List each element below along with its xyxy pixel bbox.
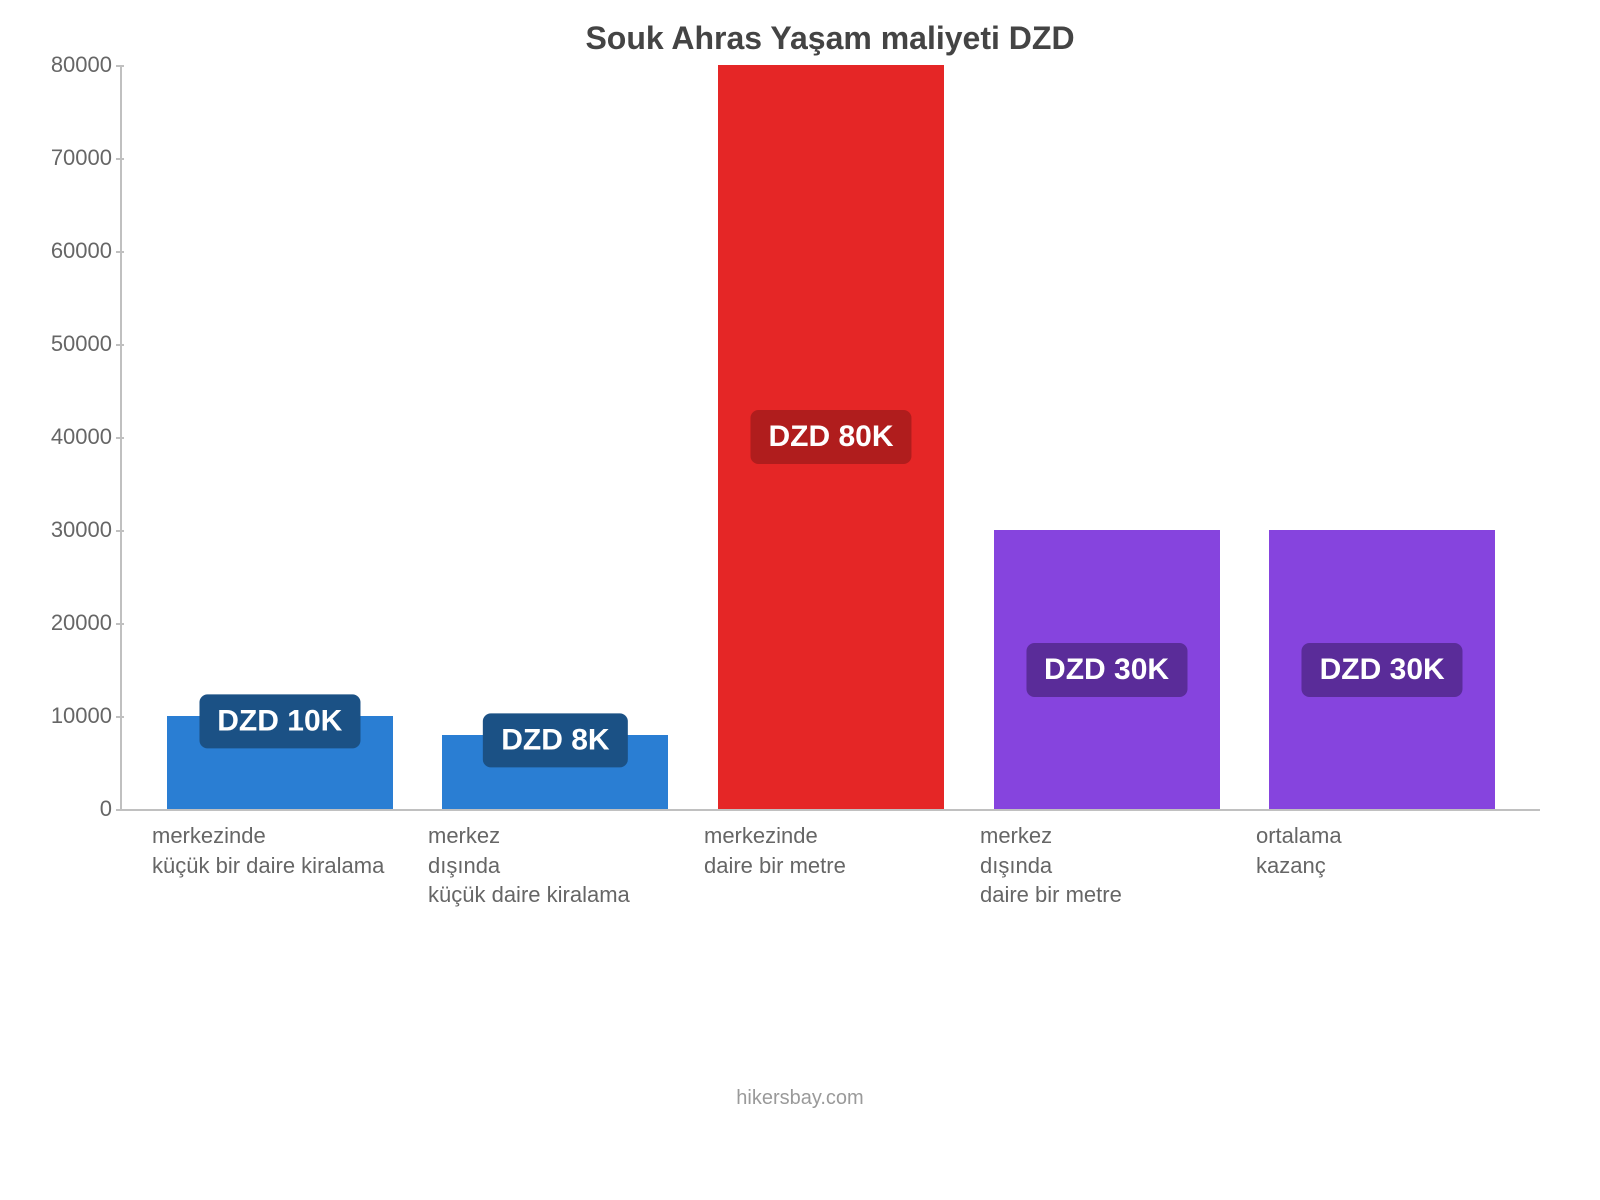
bar: DZD 80K [718,65,944,809]
bar-slot: DZD 80K [693,65,969,809]
cost-of-living-chart: Souk Ahras Yaşam maliyeti DZD 0100002000… [0,0,1600,1200]
x-axis-label: merkezinde daire bir metre [692,821,968,910]
bar: DZD 30K [994,530,1220,809]
x-axis-label: merkezinde küçük bir daire kiralama [140,821,416,910]
bar-slot: DZD 30K [1244,65,1520,809]
chart-title: Souk Ahras Yaşam maliyeti DZD [120,20,1540,57]
plot-area: 0100002000030000400005000060000700008000… [120,65,1540,811]
bar-slot: DZD 30K [969,65,1245,809]
bar: DZD 10K [167,716,393,809]
y-tick: 70000 [42,145,112,171]
x-axis-label: merkez dışında daire bir metre [968,821,1244,910]
value-badge: DZD 30K [1026,643,1187,697]
x-axis-label: ortalama kazanç [1244,821,1520,910]
bar-slot: DZD 8K [418,65,694,809]
value-badge: DZD 80K [750,410,911,464]
x-axis-labels: merkezinde küçük bir daire kiralamamerke… [120,821,1540,910]
value-badge: DZD 30K [1302,643,1463,697]
value-badge: DZD 10K [199,694,360,748]
y-tick: 30000 [42,517,112,543]
value-badge: DZD 8K [483,713,627,767]
y-tick: 0 [42,796,112,822]
bar: DZD 8K [442,735,668,809]
y-tick: 60000 [42,238,112,264]
x-axis-label: merkez dışında küçük daire kiralama [416,821,692,910]
y-tick: 10000 [42,703,112,729]
bar: DZD 30K [1269,530,1495,809]
y-tick: 50000 [42,331,112,357]
attribution-text: hikersbay.com [0,1087,1600,1110]
bars-container: DZD 10K DZD 8K DZD 80K DZD 30K DZD 30K [122,65,1540,809]
y-tick: 20000 [42,610,112,636]
bar-slot: DZD 10K [142,65,418,809]
y-tick: 40000 [42,424,112,450]
y-tick: 80000 [42,52,112,78]
